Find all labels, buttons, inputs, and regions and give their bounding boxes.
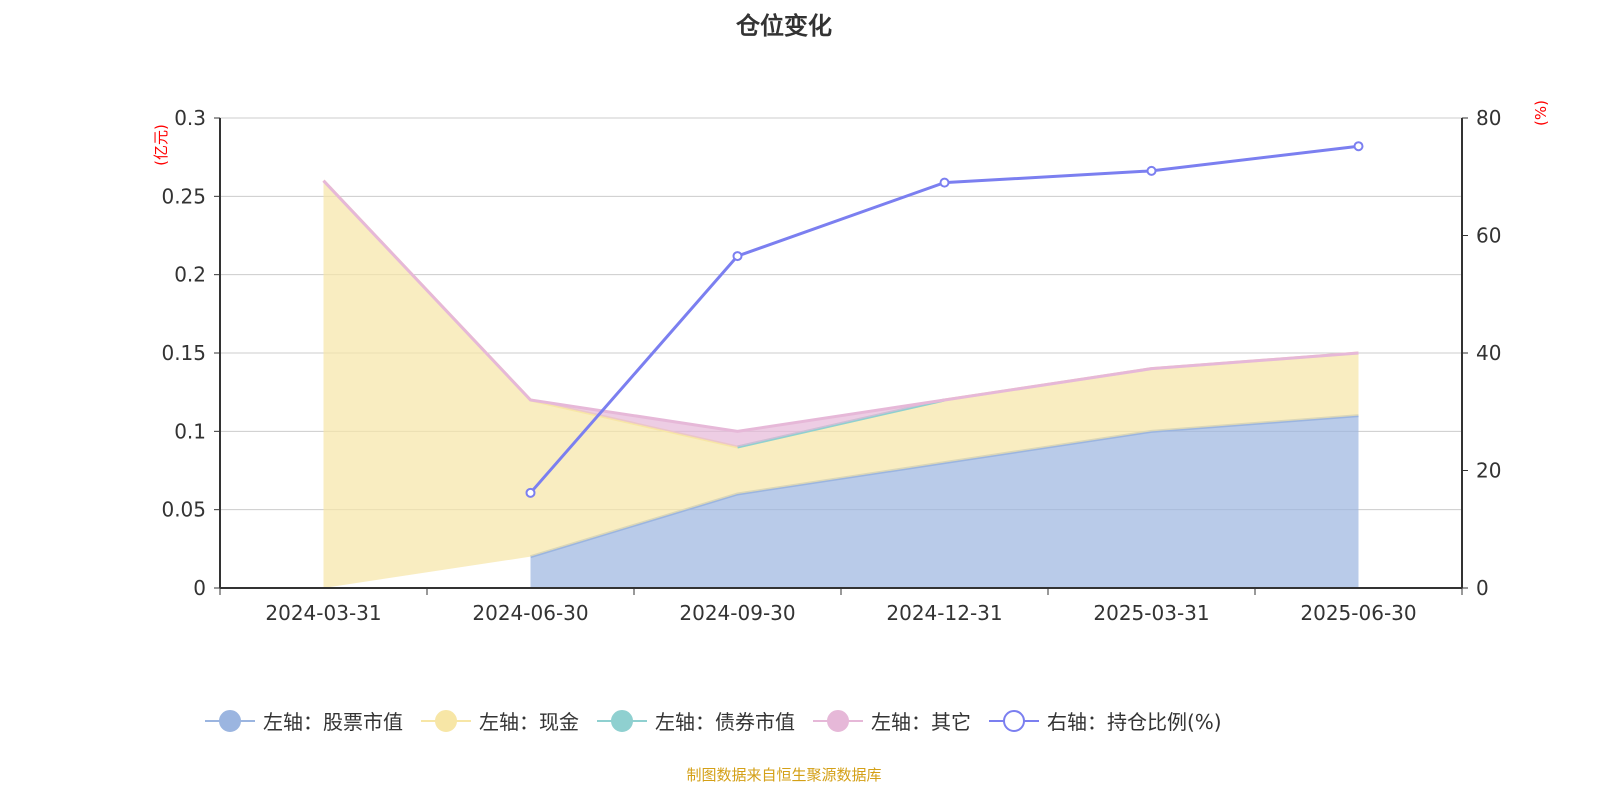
legend-circle-icon (205, 709, 255, 732)
chart-title: 仓位变化 (736, 12, 832, 40)
legend-circle-icon (421, 709, 471, 732)
left-tick-label: 0.05 (161, 498, 206, 522)
right-tick-label: 40 (1476, 341, 1501, 365)
x-tick-label: 2024-03-31 (265, 601, 381, 625)
legend-label: 右轴：持仓比例(%) (1047, 710, 1222, 734)
right-axis-unit: (%) (1532, 100, 1550, 126)
left-tick-label: 0 (193, 576, 206, 600)
left-tick-label: 0.3 (174, 106, 206, 130)
x-tick-label: 2025-03-31 (1093, 601, 1209, 625)
legend-circle-icon (597, 709, 647, 732)
legend-circle-icon (813, 709, 863, 732)
area-1 (323, 180, 1359, 588)
left-tick-label: 0.15 (161, 341, 206, 365)
left-tick-label: 0.2 (174, 263, 206, 287)
area-line-3 (322, 179, 1359, 433)
legend: 左轴：股票市值 左轴：现金 左轴：债券市值 左轴：其它 右轴：持仓比例(%) (205, 706, 1240, 735)
legend-hollow-circle-icon (989, 709, 1039, 732)
ratio-point[interactable] (1353, 141, 1364, 152)
source-note: 制图数据来自恒生聚源数据库 (686, 766, 882, 784)
x-tick-label: 2024-12-31 (886, 601, 1002, 625)
right-tick-label: 20 (1476, 459, 1501, 483)
legend-item[interactable]: 左轴：股票市值 (205, 706, 403, 735)
right-tick-label: 80 (1476, 106, 1501, 130)
ratio-point[interactable] (939, 177, 950, 188)
left-tick-label: 0.1 (174, 419, 206, 443)
legend-label: 左轴：其它 (871, 710, 971, 734)
area-0 (530, 415, 1359, 588)
x-tick-label: 2025-06-30 (1300, 601, 1416, 625)
x-tick-label: 2024-06-30 (472, 601, 588, 625)
ratio-point[interactable] (1146, 165, 1157, 176)
legend-label: 左轴：股票市值 (263, 710, 403, 734)
ratio-point[interactable] (732, 251, 743, 262)
legend-label: 左轴：现金 (479, 710, 579, 734)
legend-item[interactable]: 左轴：其它 (813, 706, 971, 735)
right-tick-label: 0 (1476, 576, 1489, 600)
legend-item[interactable]: 右轴：持仓比例(%) (989, 706, 1222, 735)
legend-item[interactable]: 左轴：现金 (421, 706, 579, 735)
left-tick-label: 0.25 (161, 184, 206, 208)
legend-item[interactable]: 左轴：债券市值 (597, 706, 795, 735)
right-tick-label: 60 (1476, 224, 1501, 248)
legend-label: 左轴：债券市值 (655, 710, 795, 734)
x-tick-label: 2024-09-30 (679, 601, 795, 625)
ratio-point[interactable] (525, 487, 536, 498)
left-axis-unit: (亿元) (152, 124, 170, 166)
